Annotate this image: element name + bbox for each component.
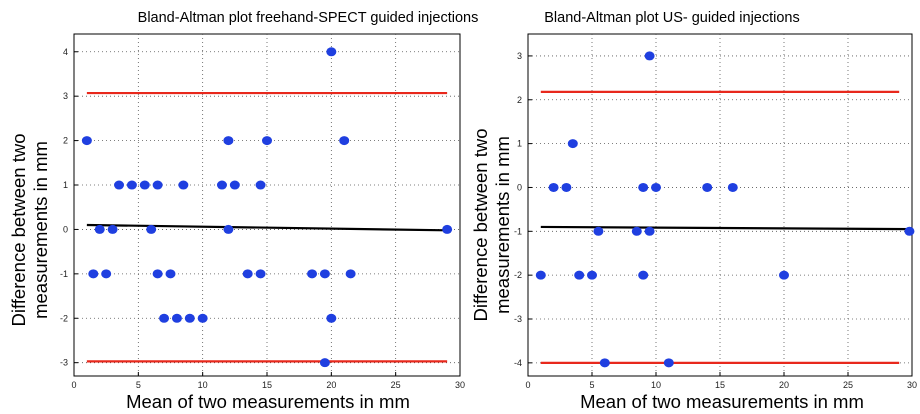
data-point [255,180,266,190]
data-point [255,269,266,279]
data-point [319,269,330,279]
data-point [631,226,642,236]
data-point [307,269,318,279]
data-point [216,180,227,190]
data-point [178,180,189,190]
data-point [197,313,208,323]
data-point [638,270,649,280]
y-axis-label-line2: measurements in mm [30,141,51,319]
data-point [644,226,655,236]
data-point [326,313,337,323]
y-tick-label: 3 [63,91,68,101]
data-point [779,270,789,280]
y-tick-label: 1 [517,139,522,149]
data-point [229,180,240,190]
y-tick-label: 2 [517,95,522,105]
x-tick-label: 20 [326,380,336,390]
data-point [152,269,163,279]
x-tick-label: 20 [779,380,789,390]
data-point [152,180,163,190]
y-tick-label: 0 [517,182,522,192]
data-point [638,182,649,192]
data-point [223,224,234,234]
data-point [442,224,453,234]
data-point [644,51,655,61]
data-point [171,313,182,323]
data-point [81,136,92,146]
y-tick-label: 2 [63,136,68,146]
data-point [101,269,112,279]
data-point [339,136,350,146]
y-tick-label: 0 [63,224,68,234]
data-point [107,224,118,234]
x-tick-label: 0 [71,380,76,390]
data-point [548,182,559,192]
data-point [587,270,597,280]
data-point [599,358,610,368]
x-tick-label: 10 [651,380,661,390]
y-tick-label: 3 [517,51,522,61]
chart-title: Bland-Altman plot freehand-SPECT guided … [138,10,479,26]
x-tick-label: 25 [843,380,853,390]
y-tick-label: -1 [514,226,522,236]
x-tick-label: 25 [391,380,401,390]
data-point [567,139,578,149]
x-tick-label: 30 [455,380,465,390]
x-tick-label: 30 [907,380,917,390]
x-tick-label: 15 [262,380,272,390]
data-point [727,182,738,192]
x-axis-label: Mean of two measurements in mm [126,391,410,412]
y-axis-label-line2: measurements in mm [492,136,513,314]
data-point [223,136,234,146]
data-point [904,226,915,236]
y-axis-label-line1: Difference between two [470,129,491,322]
mean-difference-line [86,223,448,232]
y-tick-label: -2 [60,313,68,323]
y-tick-label: -3 [60,358,68,368]
x-tick-label: 5 [589,380,594,390]
data-point [165,269,176,279]
data-point [535,270,546,280]
data-point [88,269,99,279]
mean-difference-line [540,225,910,231]
data-point [184,313,195,323]
data-point [326,47,337,57]
x-tick-label: 10 [198,380,208,390]
data-point [345,269,356,279]
data-point [651,182,661,192]
data-point [94,224,105,234]
y-tick-label: -3 [514,314,522,324]
data-point [319,358,330,368]
y-tick-label: 4 [63,47,68,57]
x-tick-label: 15 [715,380,725,390]
data-point [702,182,713,192]
y-axis-label-line1: Difference between two [8,134,29,327]
data-point [139,180,150,190]
data-point [561,182,572,192]
data-point [663,358,674,368]
plot-frame [73,33,461,377]
x-tick-label: 0 [525,380,530,390]
y-tick-label: -1 [60,269,68,279]
x-axis-label: Mean of two measurements in mm [580,391,864,412]
data-point [242,269,253,279]
y-tick-label: -4 [514,358,522,368]
data-point [262,136,272,146]
freehand-spect-panel: Bland-Altman plot freehand-SPECT guided … [8,10,478,412]
data-point [126,180,137,190]
us-guided-panel: Bland-Altman plot US- guided injections … [470,10,917,412]
data-point [114,180,125,190]
y-tick-label: 1 [63,180,68,190]
plot-frame [527,33,913,377]
data-point [574,270,585,280]
chart-title: Bland-Altman plot US- guided injections [544,10,800,26]
data-point [159,313,170,323]
data-point [146,224,157,234]
x-tick-label: 5 [136,380,141,390]
data-point [593,226,604,236]
y-tick-label: -2 [514,270,522,280]
